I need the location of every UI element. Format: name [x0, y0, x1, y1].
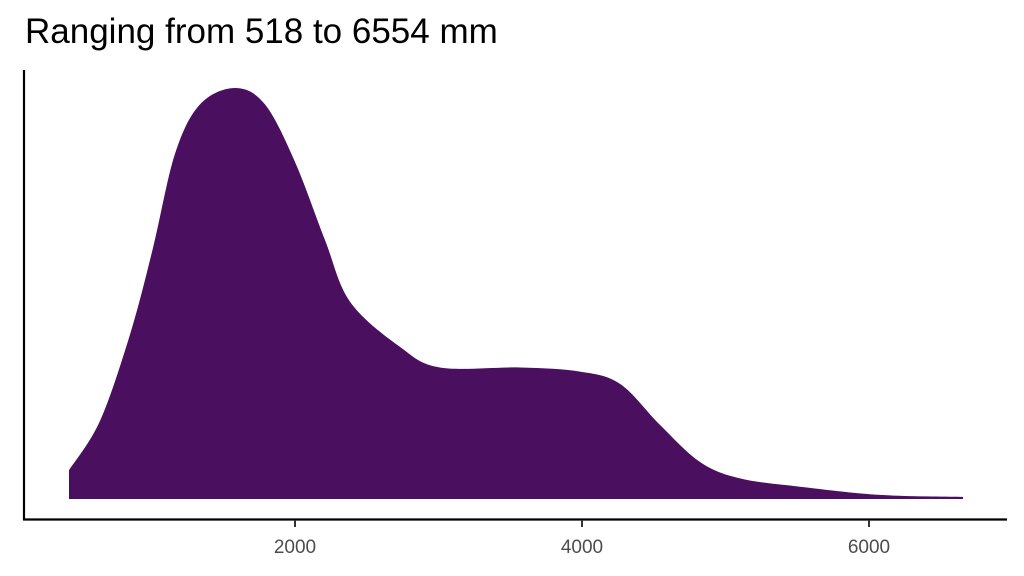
density-area — [69, 88, 963, 499]
x-tick-label-4000: 4000 — [561, 537, 603, 558]
chart-title: Ranging from 518 to 6554 mm — [25, 12, 498, 51]
x-tick-label-6000: 6000 — [848, 537, 890, 558]
x-tick-label-2000: 2000 — [274, 537, 316, 558]
x-axis-ticks: 2000 4000 6000 — [274, 520, 890, 558]
